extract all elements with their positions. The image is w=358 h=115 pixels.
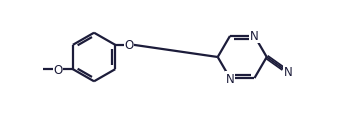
Text: N: N [250, 30, 259, 43]
Text: N: N [284, 66, 292, 79]
Text: N: N [226, 72, 234, 85]
Text: O: O [125, 39, 134, 52]
Text: O: O [53, 63, 62, 76]
